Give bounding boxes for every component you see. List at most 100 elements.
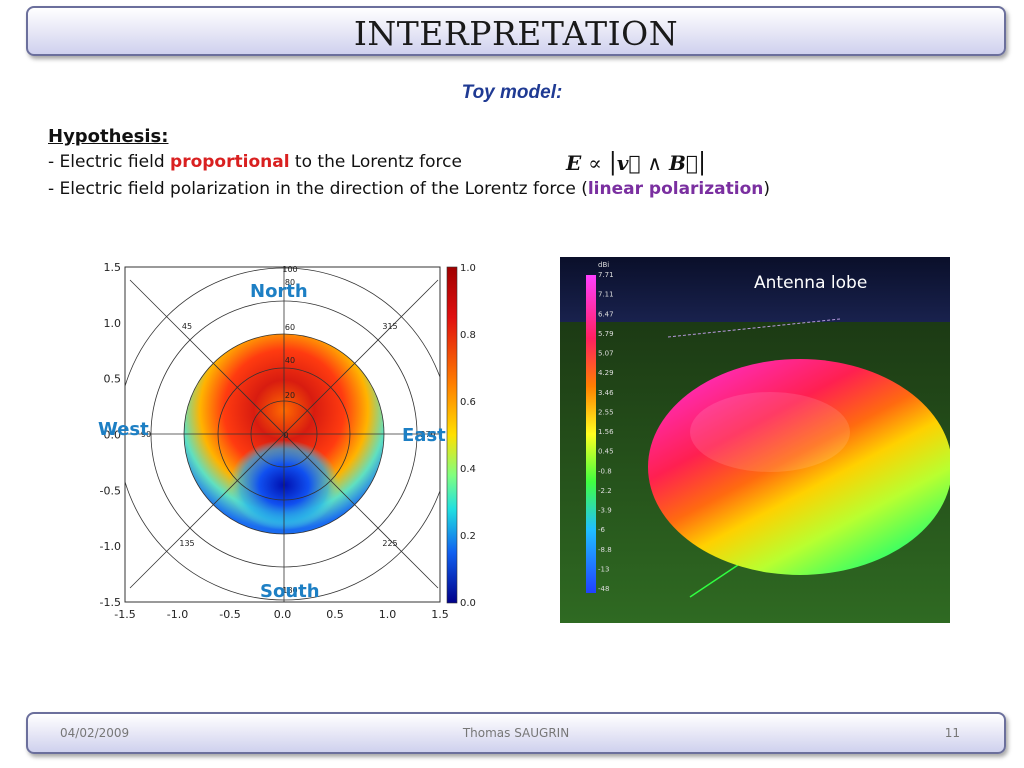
azimuth-label: 135 — [179, 539, 194, 548]
x-tick-label: 1.5 — [431, 608, 449, 621]
zenith-label: 20 — [285, 391, 295, 400]
azimuth-labels: 45 315 135 225 90 270 180 — [141, 322, 436, 595]
x-tick-labels: -1.5 -1.0 -0.5 0.0 0.5 1.0 1.5 — [114, 608, 448, 621]
dbi-scale-label: 4.29 — [598, 369, 614, 377]
x-tick-label: 1.0 — [379, 608, 397, 621]
colorbar-tick-label: 0.8 — [460, 330, 476, 341]
azimuth-label: 270 — [420, 430, 435, 439]
dbi-scale-label: -48 — [598, 585, 609, 593]
x-tick-label: 0.0 — [274, 608, 292, 621]
dbi-scale-label: 5.79 — [598, 330, 614, 338]
dbi-scale-label: -3.9 — [598, 507, 612, 515]
dbi-scale-label: 7.11 — [598, 291, 614, 299]
dbi-scale-label: -6 — [598, 526, 606, 534]
y-tick-label: 1.5 — [104, 261, 122, 274]
azimuth-label: 180 — [282, 586, 297, 595]
formula-v: v⃗ — [616, 151, 641, 175]
antenna-lobe-label: Antenna lobe — [754, 273, 868, 293]
hypothesis-block: Hypothesis: - Electric field proportiona… — [48, 122, 988, 204]
axis-line — [667, 318, 841, 338]
azimuth-label: 315 — [382, 322, 397, 331]
colorbar — [446, 266, 458, 604]
y-tick-label: -1.0 — [100, 540, 121, 553]
formula-wedge: ∧ — [647, 151, 663, 175]
west-label: West — [98, 419, 149, 440]
dbi-scale-label: 0.45 — [598, 448, 614, 456]
formula-bar-right: | — [697, 148, 707, 176]
dbi-scale-label: 5.07 — [598, 350, 614, 358]
x-tick-label: -1.0 — [167, 608, 188, 621]
dbi-scale-label: 6.47 — [598, 310, 614, 318]
hypothesis-line-1: - Electric field proportional to the Lor… — [48, 148, 988, 177]
colorbar-tick-labels: 1.0 0.8 0.6 0.4 0.2 0.0 — [460, 263, 476, 609]
azimuth-label: 45 — [182, 322, 192, 331]
dbi-scale-label: 2.55 — [598, 408, 614, 416]
colorbar-tick-label: 1.0 — [460, 263, 476, 274]
line2-prefix: - Electric field polarization in the dir… — [48, 179, 582, 199]
dbi-scale-label: 7.71 — [598, 271, 614, 279]
formula-B: B⃗ — [669, 151, 698, 175]
y-tick-label: -1.5 — [100, 596, 121, 609]
colorbar-tick-label: 0.6 — [460, 397, 476, 408]
antenna-lobe-svg: dBi 7.71 7.11 6.47 5.79 5.07 4.29 3.46 2.55 1.56… — [560, 257, 950, 623]
dbi-scale-labels: 7.71 7.11 6.47 5.79 5.07 4.29 3.46 2.55 1.56 0.45… — [598, 271, 614, 593]
azimuth-label: 225 — [382, 539, 397, 548]
zenith-label: 60 — [285, 323, 295, 332]
x-tick-label: 0.5 — [326, 608, 344, 621]
colorbar-tick-label: 0.2 — [460, 531, 476, 542]
zenith-label: 0 — [283, 431, 288, 440]
plot-area — [125, 267, 440, 602]
footer-page-number: 11 — [944, 726, 960, 740]
east-label: East — [402, 425, 446, 446]
formula-proportional: ∝ — [588, 151, 602, 175]
y-tick-label: 0.0 — [104, 429, 122, 442]
y-tick-label: 1.0 — [104, 317, 122, 330]
lorentz-formula: E ∝ |v⃗ ∧ B⃗| — [566, 148, 706, 176]
y-tick-labels: 1.5 1.0 0.5 0.0 -0.5 -1.0 -1.5 — [100, 261, 121, 609]
dbi-unit: dBi — [598, 261, 609, 269]
polar-heatmap: 1.5 1.0 0.5 0.0 -0.5 -1.0 -1.5 -1.5 -1.0 -0.5 0.0… — [90, 255, 485, 640]
line2-open-paren: ( — [581, 179, 588, 199]
formula-lhs: E — [566, 151, 582, 175]
dbi-scale-label: -8.8 — [598, 546, 612, 554]
dbi-scale-bar — [586, 275, 596, 593]
footer-author: Thomas SAUGRIN — [462, 726, 570, 740]
y-tick-label: -0.5 — [100, 484, 121, 497]
dbi-scale-label: 1.56 — [598, 428, 614, 436]
x-tick-label: -0.5 — [219, 608, 240, 621]
formula-bar-left: | — [608, 148, 617, 176]
lobe-highlight — [690, 392, 850, 472]
polar-grid — [125, 267, 440, 602]
zenith-label: 40 — [285, 356, 295, 365]
antenna-lobe-image: dBi 7.71 7.11 6.47 5.79 5.07 4.29 3.46 2.55 1.56… — [560, 257, 950, 623]
polar-heatmap-svg: 1.5 1.0 0.5 0.0 -0.5 -1.0 -1.5 -1.5 -1.0 -0.5 0.0… — [100, 261, 476, 621]
south-label: South — [260, 581, 320, 602]
line1-prefix: - Electric field — [48, 152, 171, 172]
footer-bar: 04/02/2009 Thomas SAUGRIN 11 — [26, 712, 1006, 754]
north-label: North — [250, 281, 308, 302]
zenith-label: 80 — [285, 278, 295, 287]
line1-highlight: proportional — [170, 152, 290, 172]
line2-close-paren: ) — [763, 179, 771, 199]
hypothesis-heading: Hypothesis: — [48, 126, 169, 147]
zenith-label: 100 — [282, 265, 297, 274]
line2-highlight: linear polarization — [587, 179, 764, 199]
colorbar-tick-label: 0.0 — [460, 598, 476, 609]
zenith-labels: 100 80 60 40 20 0 — [282, 265, 297, 440]
slide-title: INTERPRETATION — [353, 14, 679, 53]
y-tick-label: 0.5 — [104, 373, 122, 386]
footer-date: 04/02/2009 — [60, 726, 130, 740]
dbi-scale-label: -0.8 — [598, 467, 612, 475]
slide-subtitle: Toy model: — [461, 82, 563, 103]
colorbar-tick-label: 0.4 — [460, 464, 476, 475]
azimuth-label: 90 — [141, 430, 151, 439]
antenna-lobe-shape — [648, 359, 950, 575]
dbi-scale-label: 3.46 — [598, 389, 614, 397]
line1-suffix: to the Lorentz force — [289, 152, 462, 172]
title-bar: INTERPRETATION — [26, 6, 1006, 56]
dbi-scale-label: -13 — [598, 565, 609, 573]
x-tick-label: -1.5 — [114, 608, 135, 621]
sky — [560, 257, 950, 327]
hypothesis-line-2: - Electric field polarization in the dir… — [48, 175, 988, 204]
dbi-scale-label: -2.2 — [598, 487, 612, 495]
